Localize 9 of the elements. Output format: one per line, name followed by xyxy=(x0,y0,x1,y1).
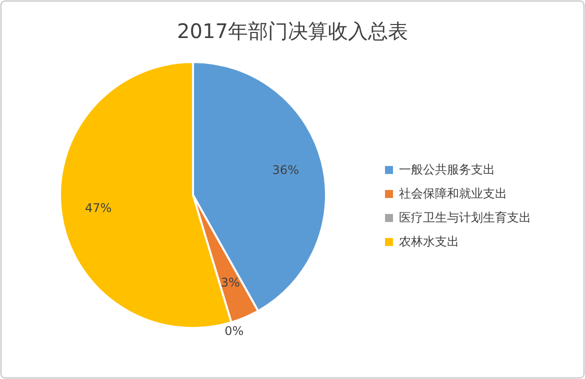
legend-label: 农林水支出 xyxy=(399,234,459,248)
chart-title: 2017年部门决算收入总表 xyxy=(177,19,408,43)
legend-label: 医疗卫生与计划生育支出 xyxy=(399,210,531,224)
data-label: 47% xyxy=(84,201,112,216)
text: 0% xyxy=(224,324,244,338)
data-label: 3% xyxy=(220,275,240,290)
legend-label: 社会保障和就业支出 xyxy=(399,186,507,200)
data-label: 36% xyxy=(272,163,299,178)
legend-label: 一般公共服务支出 xyxy=(399,162,495,176)
